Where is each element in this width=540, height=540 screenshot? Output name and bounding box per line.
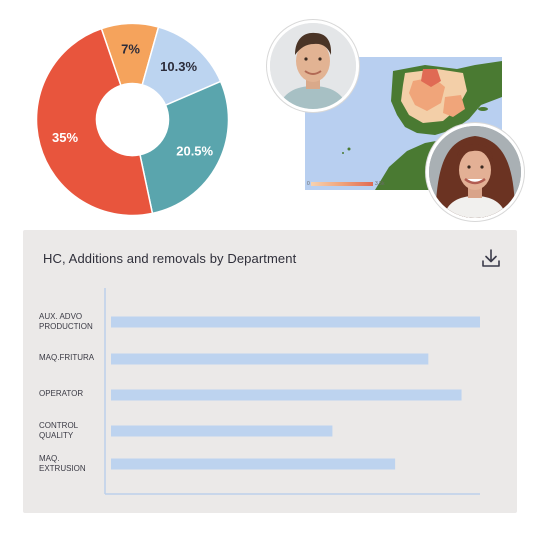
map-island bbox=[478, 107, 488, 111]
bar-chart-plot bbox=[104, 288, 480, 495]
donut-slice bbox=[35, 27, 154, 217]
donut-slice-label: 35% bbox=[52, 130, 78, 145]
bar bbox=[111, 316, 480, 328]
category-label-line: OPERATOR bbox=[39, 389, 84, 398]
map-legend-max: 3.5k bbox=[375, 181, 385, 187]
bar bbox=[111, 353, 429, 365]
category-label-line: AUX. ADVO bbox=[39, 312, 83, 321]
avatar-man bbox=[267, 20, 359, 112]
map-region-high bbox=[421, 69, 441, 87]
map-legend-scale bbox=[311, 182, 373, 186]
donut-chart: 7% 10.3% 20.5% 35% bbox=[35, 22, 230, 217]
category-label: CONTROL QUALITY bbox=[39, 421, 111, 441]
category-label-line: QUALITY bbox=[39, 431, 74, 440]
avatar-woman bbox=[426, 123, 524, 221]
man-portrait bbox=[270, 23, 356, 109]
donut-slice-label: 7% bbox=[121, 42, 140, 57]
bar bbox=[111, 389, 462, 401]
map-region-mid bbox=[409, 77, 445, 111]
bar bbox=[111, 458, 396, 470]
category-label: AUX. ADVO PRODUCTION bbox=[39, 312, 111, 332]
category-label: MAQ. EXTRUSION bbox=[39, 454, 111, 474]
category-label-line: MAQ.FRITURA bbox=[39, 353, 95, 362]
map-island bbox=[342, 152, 344, 154]
map-island bbox=[347, 147, 351, 151]
chart-title: HC, Additions and removals by Department bbox=[43, 251, 297, 266]
woman-portrait bbox=[429, 126, 521, 218]
category-label-line: EXTRUSION bbox=[39, 464, 86, 473]
map-region-mid-2 bbox=[443, 95, 465, 117]
department-bar-chart-card: HC, Additions and removals by Department… bbox=[23, 230, 517, 513]
category-label: MAQ.FRITURA bbox=[39, 353, 111, 363]
donut-slice-label: 20.5% bbox=[176, 144, 213, 159]
category-label-line: CONTROL bbox=[39, 421, 79, 430]
bar bbox=[111, 425, 333, 437]
map-legend-min: 0 bbox=[307, 181, 310, 187]
donut-slice-label: 10.3% bbox=[160, 59, 197, 74]
donut-slice bbox=[139, 80, 230, 215]
category-label: OPERATOR bbox=[39, 389, 111, 399]
download-icon[interactable] bbox=[480, 247, 502, 269]
category-label-line: MAQ. bbox=[39, 454, 60, 463]
category-label-line: PRODUCTION bbox=[39, 322, 93, 331]
